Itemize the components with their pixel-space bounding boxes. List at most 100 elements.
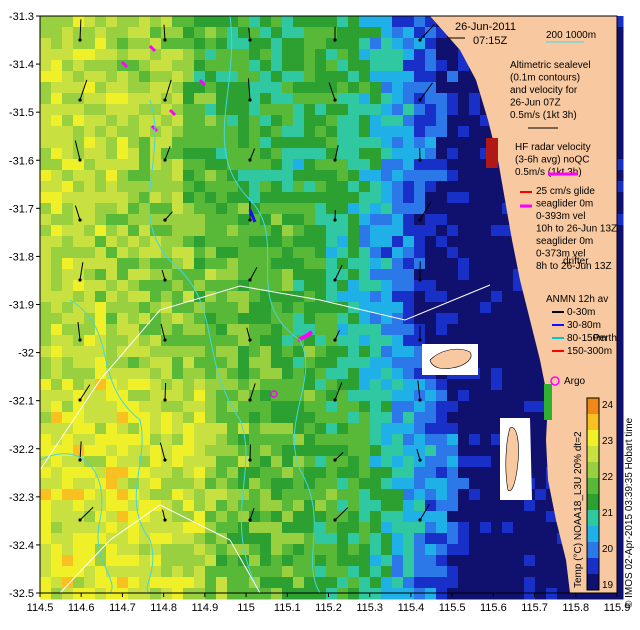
- velocity-vector: [164, 79, 172, 101]
- y-tick-label: -31.3: [9, 11, 34, 23]
- vector-origin: [78, 98, 82, 102]
- anmn-title: ANMN 12h av: [546, 294, 608, 305]
- colorbar-label: Temp (°C) NOAA18_L3U 20% dt=2: [573, 431, 584, 588]
- argo-float: [270, 390, 278, 398]
- colorbar-swatch: [587, 478, 599, 495]
- vector-origin: [333, 98, 337, 102]
- velocity-vector: [79, 79, 88, 101]
- velocity-vector: [161, 269, 166, 281]
- velocity-vector: [247, 78, 251, 101]
- colorbar-swatch: [587, 398, 599, 415]
- colorbar-swatch: [587, 462, 599, 479]
- colorbar: 24 23 22 21 20 19 Temp (°C) NOAA18_L3U 20% dt=…: [573, 397, 635, 608]
- y-tick-label: -31.6: [9, 155, 34, 167]
- velocity-vector: [249, 507, 255, 521]
- velocity-vector: [79, 441, 82, 461]
- anmn-legend-label: 150-300m: [567, 346, 612, 357]
- velocity-vector: [163, 24, 166, 41]
- vector-origin: [418, 458, 422, 462]
- y-tick-label: -31.9: [9, 300, 34, 312]
- garden-island-shape: [505, 427, 519, 492]
- velocity-vector: [160, 323, 166, 341]
- vector-origin: [248, 518, 252, 522]
- vector-origin: [163, 458, 167, 462]
- glider-track: [297, 330, 314, 342]
- vector-origin: [248, 98, 252, 102]
- x-tick-label: 115.4: [398, 602, 425, 614]
- boundary-line: [59, 504, 261, 594]
- colorbar-swatch: [587, 542, 599, 559]
- velocity-vector: [249, 383, 256, 401]
- vector-origin: [248, 278, 252, 282]
- vector-origin: [418, 38, 422, 42]
- velocity-vector: [416, 448, 421, 461]
- vector-origin: [78, 158, 82, 162]
- glider-legend-line: 0-373m vel: [536, 249, 585, 260]
- vector-origin: [163, 518, 167, 522]
- argo-label: Argo: [564, 376, 586, 387]
- contour-line: [148, 99, 261, 594]
- cockburn-shore: [544, 384, 552, 420]
- altimetry-legend-line: and velocity for: [510, 85, 578, 96]
- velocity-vector: [246, 327, 251, 341]
- hf-radar-vector: [198, 78, 207, 87]
- velocity-vector: [334, 452, 344, 461]
- colorbar-swatch: [587, 510, 599, 527]
- contour-line: [39, 453, 113, 594]
- contour-line: [69, 299, 154, 594]
- velocity-vector: [164, 146, 171, 161]
- altimetry-vectors: [74, 19, 435, 522]
- x-tick-label: 115.2: [315, 602, 342, 614]
- colorbar-swatch: [587, 526, 599, 543]
- hf-radar-legend-line: HF radar velocity: [515, 142, 591, 153]
- velocity-vector: [419, 24, 435, 41]
- velocity-vector: [419, 201, 432, 221]
- velocity-vector: [419, 82, 433, 101]
- vector-origin: [418, 338, 422, 342]
- anmn-vector: [248, 209, 257, 223]
- velocity-vector: [334, 382, 343, 401]
- vector-origin: [248, 158, 252, 162]
- y-tick-label: -32: [18, 348, 34, 360]
- velocity-vector: [159, 442, 166, 461]
- vector-origin: [78, 398, 82, 402]
- x-tick-label: 115.5: [439, 602, 466, 614]
- vector-origin: [418, 278, 422, 282]
- colorbar-tick: 21: [602, 508, 614, 519]
- vector-origin: [78, 278, 82, 282]
- header-time: 07:15Z: [473, 35, 508, 47]
- hf-radar-vector: [120, 60, 129, 69]
- x-tick-label: 115.3: [356, 602, 383, 614]
- velocity-vector: [328, 82, 336, 101]
- x-tick-label: 114.8: [150, 602, 177, 614]
- altimetry-legend-line: (0.1m contours): [510, 73, 580, 84]
- colorbar-tick: 20: [602, 544, 614, 555]
- boundary-line: [39, 284, 491, 471]
- altimetry-legend-line: Altimetric sealevel: [510, 60, 591, 71]
- velocity-vector: [162, 509, 166, 521]
- x-tick-label: 115.9: [604, 602, 631, 614]
- hf-radar-legend-line: (3-6h avg) noQC: [515, 155, 589, 166]
- velocity-vector: [334, 507, 349, 521]
- vector-origin: [78, 458, 82, 462]
- perth-label: Perth: [593, 333, 617, 344]
- y-tick-label: -32.2: [9, 444, 34, 456]
- velocity-vector: [248, 27, 251, 41]
- vector-origin: [333, 338, 337, 342]
- x-tick-label: 114.6: [68, 602, 95, 614]
- velocity-vector: [164, 211, 173, 221]
- vector-origin: [163, 158, 167, 162]
- land: [422, 16, 617, 593]
- y-tick-label: -31.4: [9, 59, 34, 71]
- x-tick-label: 115.7: [521, 602, 548, 614]
- vector-origin: [333, 38, 337, 42]
- velocity-vector: [79, 19, 82, 41]
- x-tick-label: 114.9: [191, 602, 218, 614]
- vector-origin: [163, 218, 167, 222]
- colorbar-tick: 23: [602, 436, 614, 447]
- velocity-vector: [417, 380, 421, 401]
- vector-origin: [418, 98, 422, 102]
- y-tick-label: -31.5: [9, 107, 34, 119]
- velocity-vector: [164, 382, 167, 401]
